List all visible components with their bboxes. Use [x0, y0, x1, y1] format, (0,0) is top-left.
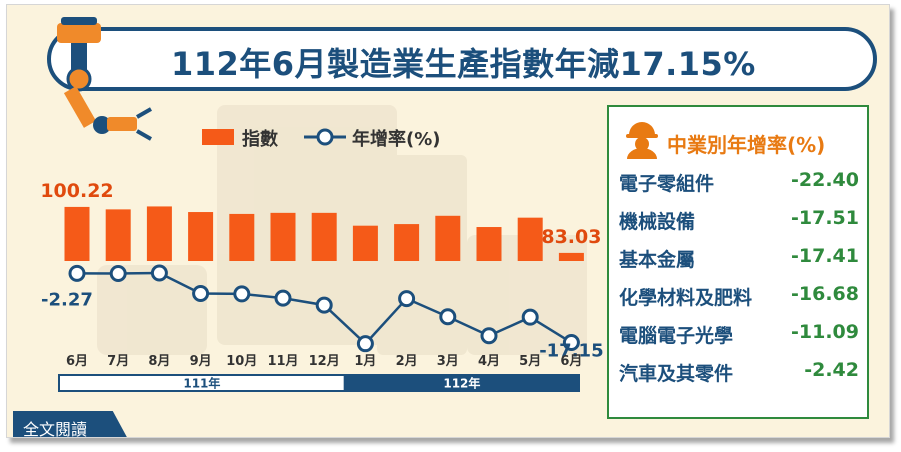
industry-row: 機械設備 -17.51: [619, 207, 859, 237]
industry-growth-panel: 中業別年增率(%) 電子零組件 -22.40 機械設備 -17.51 基本金屬 -17.4…: [607, 105, 869, 419]
worker-icon: [626, 122, 658, 159]
full-read-label: 全文閱讀: [23, 420, 88, 438]
industry-row: 基本金屬 -17.41: [619, 245, 859, 275]
bar: [311, 212, 337, 261]
title-banner: 112年6月製造業生產指數年減17.15%: [47, 27, 877, 91]
bar: [394, 224, 420, 261]
industry-name: 機械設備: [619, 211, 696, 233]
industry-name: 基本金屬: [619, 249, 696, 271]
year-group-label: 111年: [183, 376, 220, 391]
bar: [517, 217, 543, 261]
x-tick-label: 5月: [519, 354, 541, 369]
growth-point: [192, 284, 210, 302]
line-data-label: -2.27: [41, 289, 93, 310]
x-tick-label: 6月: [66, 354, 88, 369]
x-tick-label: 4月: [478, 354, 500, 369]
infographic-frame: 112年6月製造業生產指數年減17.15% 指數 年增率(%) 100.22 83…: [6, 4, 890, 438]
bar: [229, 213, 255, 261]
bar: [435, 215, 461, 261]
industry-growth-value: -2.42: [804, 359, 859, 381]
x-tick-label: 6月: [560, 354, 582, 369]
x-tick-label: 9月: [190, 354, 212, 369]
x-tick-label: 3月: [437, 354, 459, 369]
legend-bar-swatch: [202, 129, 234, 145]
x-tick-label: 12月: [309, 354, 340, 369]
bar-data-label: 83.03: [541, 226, 601, 248]
legend-bar-label: 指數: [242, 129, 278, 150]
bar: [188, 212, 214, 261]
industry-name: 汽車及其零件: [619, 363, 734, 385]
industry-name: 電子零組件: [619, 173, 715, 195]
growth-point: [562, 334, 580, 352]
legend-line-label: 年增率(%): [352, 129, 441, 150]
year-group-bar: [343, 374, 580, 392]
bar: [64, 206, 90, 261]
panel-title: 中業別年增率(%): [667, 133, 826, 157]
bar: [270, 212, 296, 261]
growth-point: [521, 308, 539, 326]
x-tick-label: 10月: [226, 354, 257, 369]
industry-growth-value: -16.68: [791, 283, 859, 305]
full-read-button[interactable]: 全文閱讀: [13, 411, 129, 438]
growth-point: [68, 264, 86, 282]
industry-row: 電腦電子光學 -11.09: [619, 321, 859, 351]
industry-growth-value: -22.40: [791, 169, 859, 191]
bar: [476, 227, 502, 261]
industry-row: 電子零組件 -22.40: [619, 169, 859, 199]
bar: [105, 209, 131, 261]
growth-point: [109, 264, 127, 282]
growth-point: [315, 296, 333, 314]
growth-point: [439, 308, 457, 326]
industry-name: 化學材料及肥料: [619, 287, 753, 309]
industry-name: 電腦電子光學: [619, 325, 734, 347]
growth-point: [356, 335, 374, 353]
background-machinery: [97, 105, 587, 355]
industry-row: 汽車及其零件 -2.42: [619, 359, 859, 389]
bar: [558, 252, 584, 261]
x-tick-label: 1月: [354, 354, 376, 369]
growth-point: [480, 327, 498, 345]
bar: [146, 206, 172, 261]
year-group-label: 112年: [443, 376, 480, 391]
industry-growth-value: -11.09: [791, 321, 859, 343]
industry-growth-value: -17.41: [791, 245, 859, 267]
industry-growth-value: -17.51: [791, 207, 859, 229]
growth-point: [150, 264, 168, 282]
x-tick-label: 2月: [396, 354, 418, 369]
bar-data-label: 100.22: [40, 180, 113, 202]
growth-point: [233, 285, 251, 303]
x-tick-label: 8月: [148, 354, 170, 369]
x-tick-label: 11月: [267, 354, 298, 369]
robot-arm-icon: [57, 17, 152, 141]
growth-point: [274, 289, 292, 307]
growth-point: [398, 290, 416, 308]
legend-line-swatch: [304, 128, 346, 146]
line-data-label: -17.15: [539, 341, 603, 362]
page-title: 112年6月製造業生產指數年減17.15%: [171, 45, 756, 83]
bar: [352, 225, 378, 261]
x-tick-label: 7月: [107, 354, 129, 369]
industry-row: 化學材料及肥料 -16.68: [619, 283, 859, 313]
